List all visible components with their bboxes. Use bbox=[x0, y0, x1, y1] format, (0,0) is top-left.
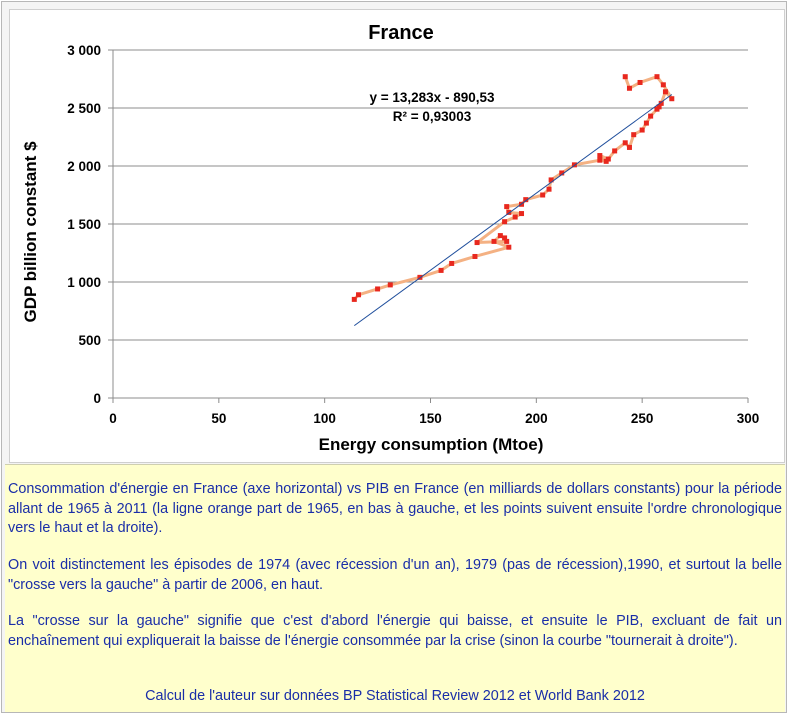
data-point bbox=[474, 240, 480, 246]
data-point bbox=[669, 96, 675, 102]
x-tick-label: 300 bbox=[737, 411, 760, 426]
caption-panel: Consommation d'énergie en France (axe ho… bbox=[5, 464, 785, 712]
data-point bbox=[512, 214, 518, 220]
data-point bbox=[612, 148, 618, 154]
data-point bbox=[502, 235, 508, 241]
data-point bbox=[351, 296, 357, 302]
data-point bbox=[658, 100, 664, 106]
trendline-group bbox=[354, 94, 673, 327]
x-tick-label: 250 bbox=[631, 411, 654, 426]
caption-paragraph-description: Consommation d'énergie en France (axe ho… bbox=[8, 481, 782, 536]
data-point bbox=[506, 244, 512, 250]
data-point bbox=[506, 209, 512, 215]
data-point bbox=[438, 267, 444, 273]
x-tick-label: 150 bbox=[419, 411, 442, 426]
source-note: Calcul de l'auteur sur données BP Statis… bbox=[145, 688, 645, 704]
data-point bbox=[472, 253, 478, 259]
data-point bbox=[546, 186, 552, 192]
data-point bbox=[375, 286, 381, 292]
data-point bbox=[637, 79, 643, 85]
data-point bbox=[597, 153, 603, 159]
y-tick-label: 500 bbox=[78, 333, 101, 348]
x-tick-label: 0 bbox=[109, 411, 117, 426]
trendline-equation: y = 13,283x - 890,53 bbox=[370, 90, 495, 105]
data-point bbox=[523, 197, 529, 203]
gridlines bbox=[113, 49, 748, 341]
y-tick-label: 1 000 bbox=[67, 275, 101, 290]
x-axis-title: Energy consumption (Mtoe) bbox=[319, 435, 544, 454]
scatter-chart: 0 500 1 000 1 500 2 000 2 500 3 000 0 50 100 150 20… bbox=[21, 22, 759, 454]
chart-area: 0 500 1 000 1 500 2 000 2 500 3 000 0 50 100 150 20… bbox=[9, 9, 785, 463]
data-point bbox=[622, 74, 628, 80]
data-point bbox=[626, 144, 632, 150]
data-point bbox=[643, 120, 649, 126]
data-point bbox=[540, 192, 546, 198]
data-point bbox=[387, 282, 393, 288]
data-point bbox=[449, 260, 455, 266]
data-point bbox=[622, 140, 628, 146]
data-point bbox=[648, 113, 654, 119]
x-tick-label: 100 bbox=[313, 411, 336, 426]
data-point bbox=[548, 177, 554, 183]
data-point bbox=[504, 204, 510, 210]
data-point bbox=[491, 238, 497, 244]
data-point bbox=[662, 89, 668, 95]
data-point bbox=[502, 219, 508, 225]
caption-paragraph-interpretation: La "crosse sur la gauche" signifie que c… bbox=[8, 613, 782, 649]
y-tick-label: 1 500 bbox=[67, 217, 101, 232]
x-tick-label: 50 bbox=[211, 411, 226, 426]
y-tick-label: 3 000 bbox=[67, 43, 101, 58]
data-point bbox=[497, 233, 503, 239]
data-point bbox=[504, 238, 510, 244]
axes bbox=[108, 49, 749, 403]
data-point bbox=[605, 156, 611, 162]
tick-labels: 0 500 1 000 1 500 2 000 2 500 3 000 0 50 100 150 20… bbox=[67, 43, 759, 426]
trendline bbox=[354, 94, 673, 327]
trendline-r2: R² = 0,93003 bbox=[393, 109, 472, 124]
y-tick-label: 0 bbox=[93, 391, 101, 406]
series bbox=[351, 74, 675, 302]
data-point bbox=[631, 132, 637, 138]
data-point bbox=[639, 127, 645, 133]
y-tick-label: 2 500 bbox=[67, 101, 101, 116]
data-point bbox=[519, 211, 525, 217]
data-point bbox=[356, 292, 362, 298]
y-axis-title: GDP billion constant $ bbox=[21, 141, 40, 323]
x-tick-label: 200 bbox=[525, 411, 548, 426]
data-point bbox=[597, 157, 603, 163]
chart-title: France bbox=[368, 22, 434, 44]
data-point bbox=[654, 74, 660, 80]
data-point bbox=[660, 82, 666, 88]
data-point bbox=[559, 170, 565, 176]
data-point bbox=[656, 104, 662, 110]
caption-paragraph-episodes: On voit distinctement les épisodes de 19… bbox=[8, 557, 782, 593]
data-point bbox=[626, 85, 632, 91]
y-tick-label: 2 000 bbox=[67, 159, 101, 174]
